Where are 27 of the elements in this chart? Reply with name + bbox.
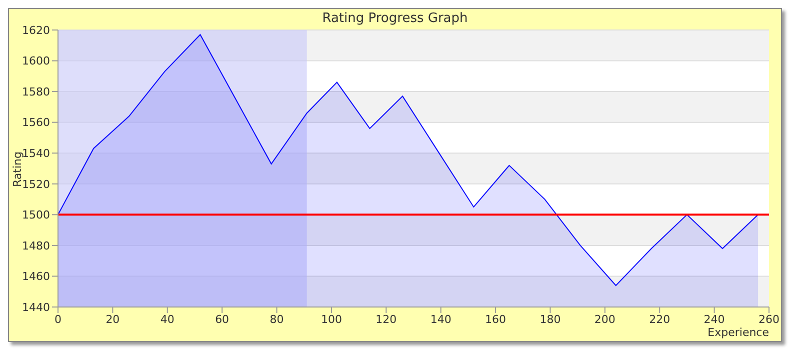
x-tick-label: 160	[485, 312, 506, 326]
y-tick-label: 1560	[22, 116, 50, 130]
y-tick-label: 1460	[22, 270, 50, 284]
y-tick-label: 1500	[22, 208, 50, 222]
y-tick-label: 1480	[22, 239, 50, 252]
chart-title: Rating Progress Graph	[322, 11, 468, 26]
y-tick-label: 1540	[22, 147, 50, 160]
x-tick-label: 80	[270, 312, 284, 326]
y-tick-label: 1580	[22, 85, 50, 98]
x-tick-label: 0	[54, 312, 62, 326]
y-axis-title: Rating	[11, 152, 24, 187]
x-tick-label: 140	[430, 312, 452, 326]
y-tick-label: 1600	[22, 54, 50, 68]
x-tick-label: 240	[704, 312, 725, 326]
x-tick-label: 260	[758, 312, 780, 326]
x-tick-label: 40	[160, 312, 174, 326]
x-tick-label: 220	[649, 312, 670, 326]
x-tick-label: 180	[540, 312, 561, 326]
y-tick-label: 1440	[22, 300, 50, 314]
x-tick-label: 20	[106, 312, 120, 326]
x-tick-label: 100	[320, 312, 342, 326]
x-tick-label: 60	[215, 312, 230, 326]
x-tick-label: 200	[594, 312, 616, 326]
y-tick-label: 1520	[22, 178, 50, 191]
x-tick-label: 120	[376, 312, 397, 326]
x-axis-title: Experience	[708, 326, 769, 339]
y-tick-label: 1620	[22, 24, 50, 37]
